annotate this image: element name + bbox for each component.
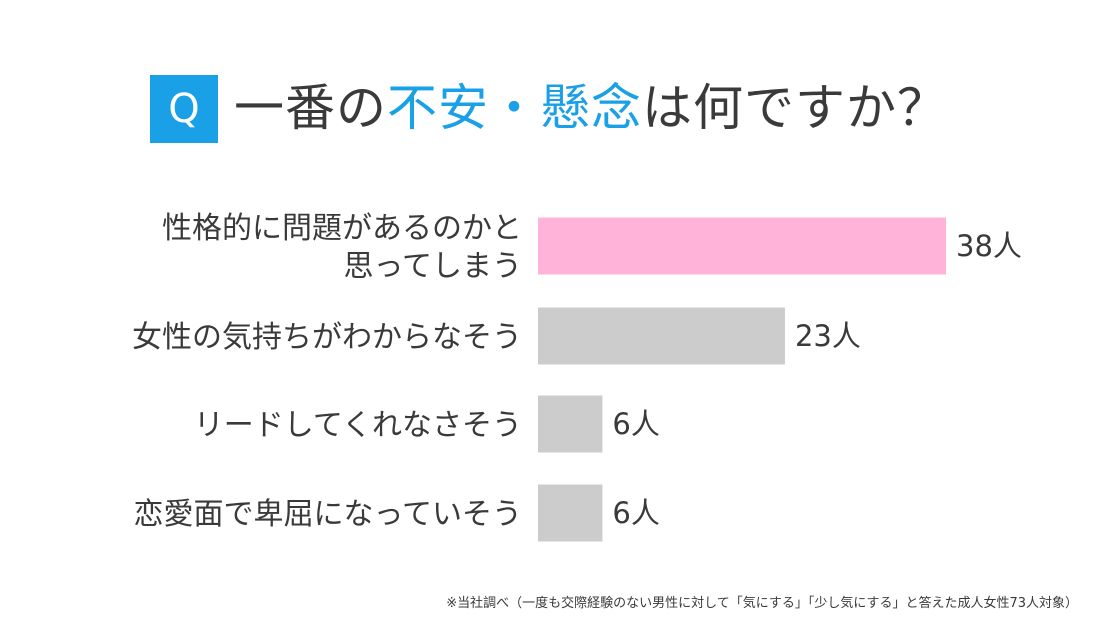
value-label: 6人 — [612, 407, 659, 441]
title-part-1: 一番の — [234, 79, 387, 137]
category-label: リードしてくれなさそう — [194, 408, 522, 443]
category-label: 性格的に問題があるのかと — [162, 211, 522, 246]
value-label: 38人 — [956, 229, 1022, 263]
title-accent: 不安・懸念 — [387, 79, 642, 137]
footnote: ※当社調べ（一度も交際経験のない男性に対して「気にする」「少し気にする」と答えた… — [446, 596, 1078, 611]
category-label: 恋愛面で卑屈になっていそう — [134, 497, 523, 532]
category-label: 思ってしまう — [344, 249, 523, 284]
question-badge: Q — [150, 75, 218, 143]
value-label: 6人 — [612, 496, 659, 530]
chart-title: 一番の不安・懸念は何ですか？ — [234, 72, 948, 144]
bar — [538, 484, 603, 542]
bar — [538, 395, 603, 453]
bar — [538, 217, 946, 275]
title-part-2: は何ですか？ — [642, 79, 948, 137]
category-label: 女性の気持ちがわからなそう — [132, 320, 522, 355]
value-label: 23人 — [795, 319, 861, 353]
bar — [538, 307, 785, 365]
